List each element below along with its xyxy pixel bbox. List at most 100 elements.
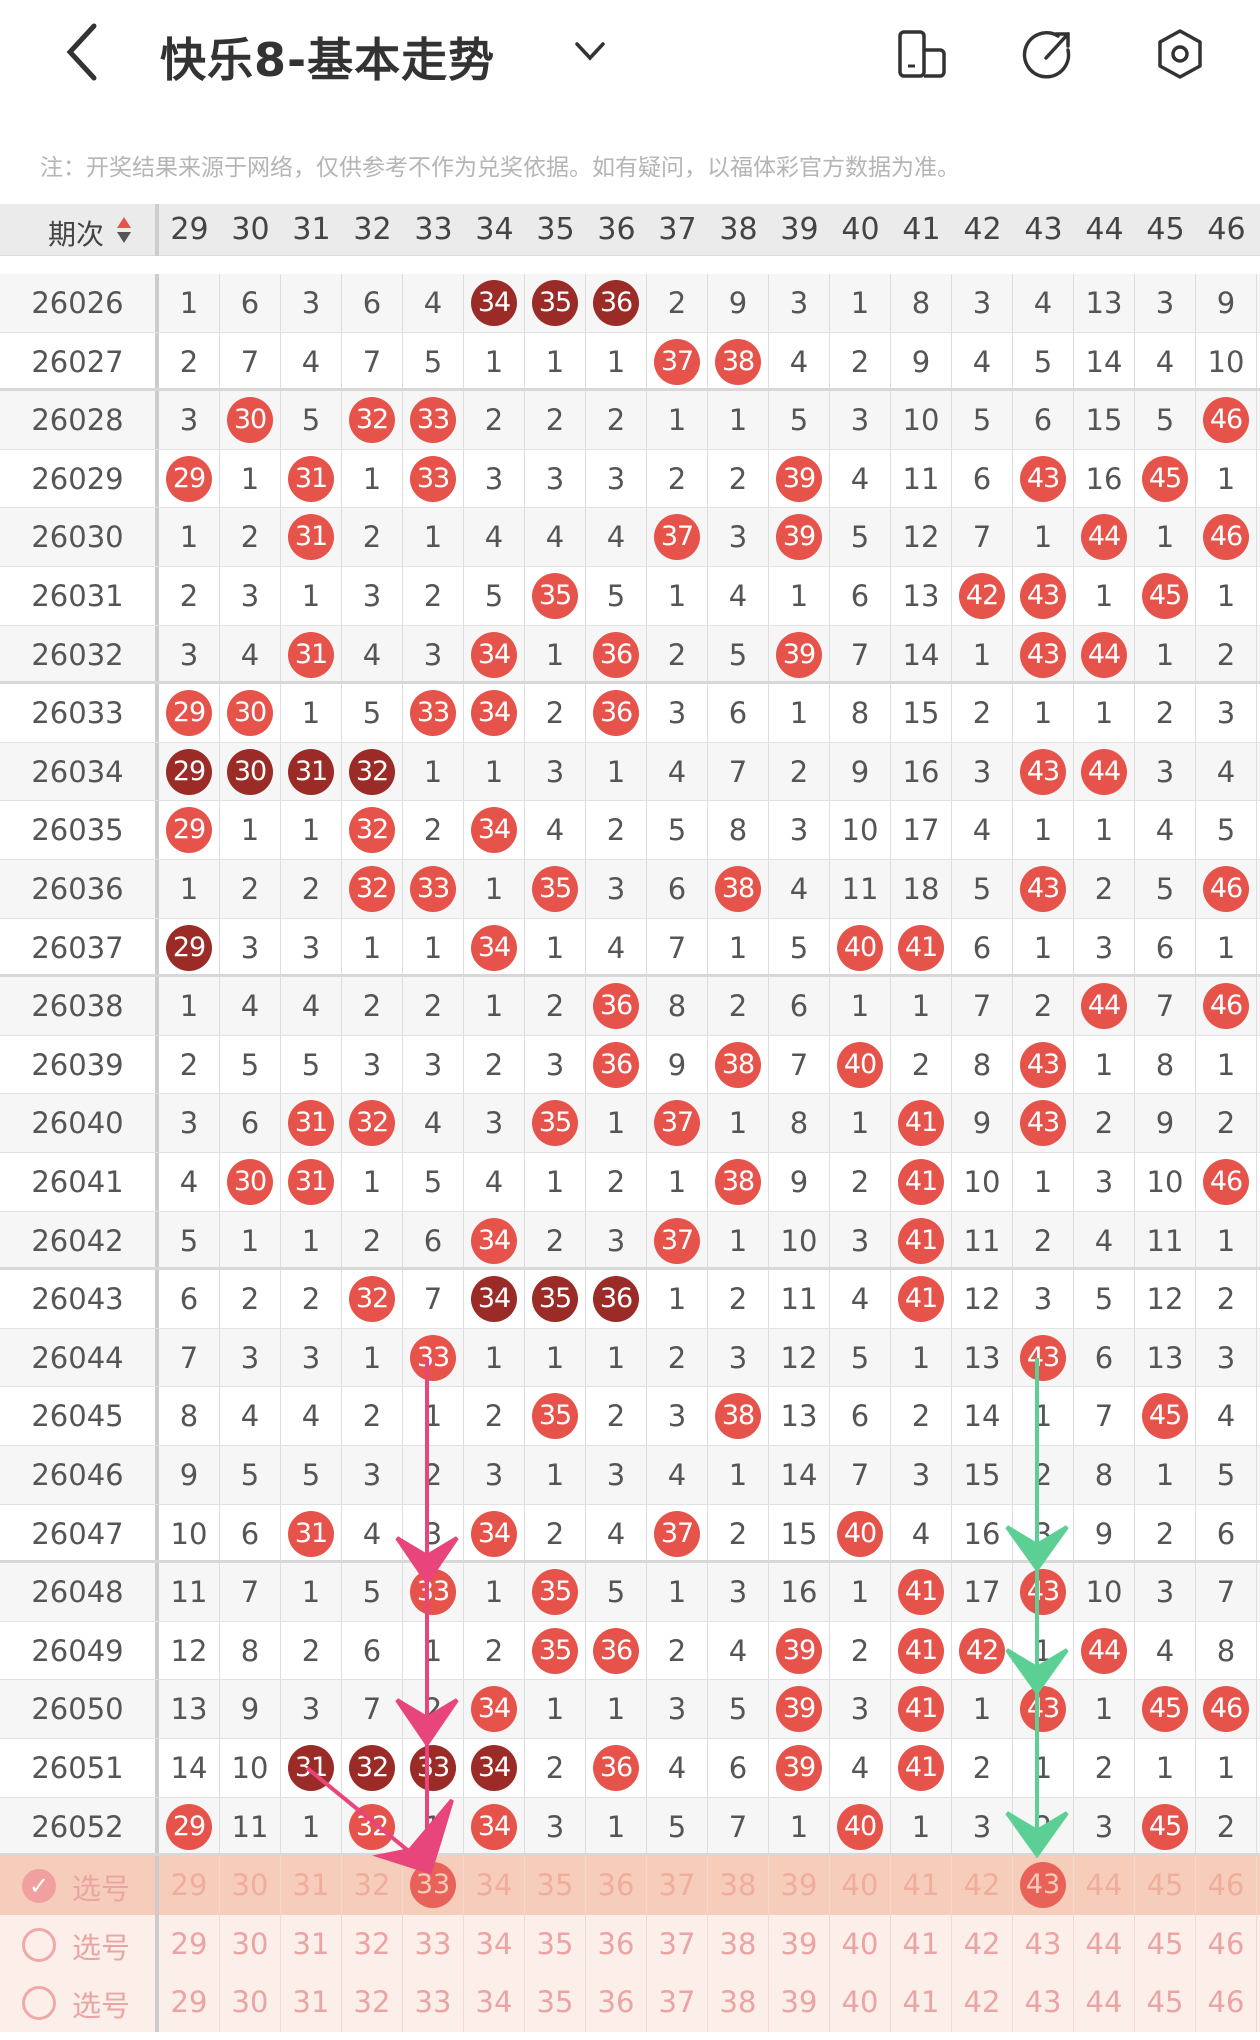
checkbox-unchecked-icon[interactable] [22,1986,56,2021]
pick-number-35[interactable]: 35 [525,1914,586,1974]
pick-number-30[interactable]: 30 [220,1856,281,1915]
settings-icon[interactable] [1154,28,1206,80]
hit-ball: 41 [898,1745,944,1791]
hit-ball: 34 [471,690,517,737]
pick-number-36[interactable]: 36 [586,1914,647,1974]
pick-number-38[interactable]: 38 [708,1914,769,1974]
pick-number-40[interactable]: 40 [830,1973,891,2032]
pick-number-39[interactable]: 39 [769,1856,830,1915]
issue-column-header[interactable]: 期次 [0,204,159,256]
pick-number-45[interactable]: 45 [1135,1914,1196,1974]
pick-number-34[interactable]: 34 [464,1914,525,1974]
sort-icon[interactable] [116,216,132,244]
pick-number-34[interactable]: 34 [464,1856,525,1915]
miss-count-cell: 6 [159,1270,220,1328]
miss-count-cell: 2 [525,1211,586,1268]
pick-number-46[interactable]: 46 [1196,1856,1257,1915]
miss-count-cell: 3 [342,567,403,625]
checkbox-unchecked-icon[interactable] [22,1927,56,1962]
pick-number-29[interactable]: 29 [159,1914,220,1974]
miss-count-cell: 2 [220,1270,281,1328]
miss-count-cell: 9 [220,1680,281,1738]
pick-number-32[interactable]: 32 [342,1914,403,1974]
pick-number-29[interactable]: 29 [159,1973,220,2032]
pick-number-41[interactable]: 41 [891,1914,952,1974]
pick-number-34[interactable]: 34 [464,1973,525,2032]
pick-number-35[interactable]: 35 [525,1973,586,2032]
pick-number-38[interactable]: 38 [708,1856,769,1915]
pick-number-37[interactable]: 37 [647,1856,708,1915]
pick-number-43[interactable]: 43 [1013,1914,1074,1974]
pick-number-41[interactable]: 41 [891,1856,952,1915]
miss-count-cell: 3 [525,742,586,801]
miss-count-cell: 2 [647,1328,708,1387]
phone-layout-icon[interactable] [896,28,948,80]
hit-ball: 46 [1203,514,1249,561]
pick-number-33[interactable]: 33 [403,1973,464,2032]
picker-row-toggle[interactable]: 选号 [0,1914,159,1974]
pick-number-46[interactable]: 46 [1196,1914,1257,1974]
hit-cell: 36 [586,274,647,332]
pick-number-42[interactable]: 42 [952,1856,1013,1915]
hit-cell: 30 [220,742,281,801]
pick-number-33[interactable]: 33 [403,1856,464,1915]
pick-number-39[interactable]: 39 [769,1914,830,1974]
pick-number-44[interactable]: 44 [1074,1973,1135,2032]
pick-number-30[interactable]: 30 [220,1914,281,1974]
issue-number: 26047 [0,1504,159,1561]
pick-number-40[interactable]: 40 [830,1856,891,1915]
pick-number-39[interactable]: 39 [769,1973,830,2032]
pick-number-30[interactable]: 30 [220,1973,281,2032]
pick-number-37[interactable]: 37 [647,1914,708,1974]
pick-number-45[interactable]: 45 [1135,1973,1196,2032]
pick-number-33[interactable]: 33 [403,1914,464,1974]
miss-count-cell: 11 [891,449,952,508]
pick-number-44[interactable]: 44 [1074,1914,1135,1974]
pick-number-45[interactable]: 45 [1135,1856,1196,1915]
miss-count-cell: 3 [830,1680,891,1738]
pick-number-40[interactable]: 40 [830,1914,891,1974]
miss-count-cell: 15 [769,1504,830,1561]
checkbox-checked-icon[interactable]: ✓ [22,1869,56,1904]
miss-count-cell: 10 [952,1153,1013,1211]
hit-ball: 39 [776,1745,822,1791]
picker-row-toggle[interactable]: 选号 [0,1973,159,2032]
pick-number-35[interactable]: 35 [525,1856,586,1915]
pick-number-43[interactable]: 43 [1013,1856,1074,1915]
hit-ball: 40 [837,1510,883,1557]
pick-number-36[interactable]: 36 [586,1973,647,2032]
pick-number-42[interactable]: 42 [952,1973,1013,2032]
back-icon[interactable] [58,22,108,82]
picker-row-toggle[interactable]: ✓ 选号 [0,1856,159,1915]
miss-count-cell: 4 [342,625,403,682]
share-icon[interactable] [1022,28,1074,80]
pick-number-38[interactable]: 38 [708,1973,769,2032]
hit-ball: 36 [593,1627,639,1674]
issue-number: 26035 [0,801,159,859]
miss-count-cell: 1 [1196,1035,1257,1094]
pick-number-31[interactable]: 31 [281,1973,342,2032]
pick-number-32[interactable]: 32 [342,1856,403,1915]
pick-number-32[interactable]: 32 [342,1973,403,2032]
miss-count-cell: 8 [220,1621,281,1680]
pick-number-42[interactable]: 42 [952,1914,1013,1974]
pick-number-31[interactable]: 31 [281,1914,342,1974]
hit-ball: 36 [593,280,639,326]
pick-number-36[interactable]: 36 [586,1856,647,1915]
hit-cell: 31 [281,1504,342,1561]
miss-count-cell: 1 [1013,508,1074,566]
chevron-down-icon[interactable] [572,34,608,70]
pick-number-41[interactable]: 41 [891,1973,952,2032]
hit-ball: 29 [166,455,212,502]
pick-number-43[interactable]: 43 [1013,1973,1074,2032]
hit-cell: 32 [342,742,403,801]
pick-number-29[interactable]: 29 [159,1856,220,1915]
page-title[interactable]: 快乐8-基本走势 [160,33,496,87]
pick-number-44[interactable]: 44 [1074,1856,1135,1915]
miss-count-cell: 1 [1013,1153,1074,1211]
hit-ball: 37 [654,514,700,561]
pick-number-46[interactable]: 46 [1196,1973,1257,2032]
trend-table-body[interactable]: 26026 1 6 3 6 4 34 35 36 2 9 3 1 8 3 4 13 3 9 26027 2 7 4 7 5 1 1 1… [0,256,1260,2040]
pick-number-31[interactable]: 31 [281,1856,342,1915]
pick-number-37[interactable]: 37 [647,1973,708,2032]
